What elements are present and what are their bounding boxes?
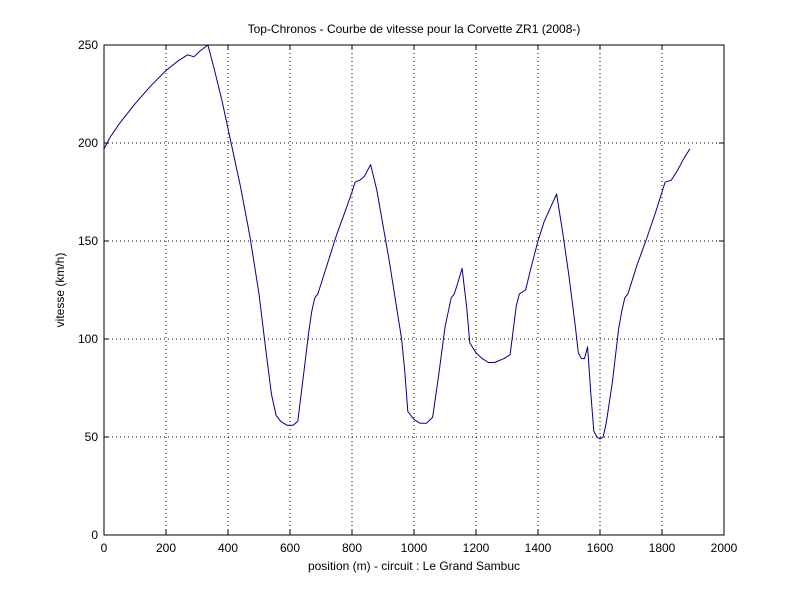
x-tick-labels: 0 200 400 600 800 1000 1200 1400 1600 1800 2000 — [101, 541, 738, 555]
x-tick-label: 600 — [280, 541, 300, 555]
x-tick-label: 1400 — [525, 541, 552, 555]
x-tick-label: 1600 — [587, 541, 614, 555]
grid-lines — [104, 45, 724, 535]
y-axis-label: vitesse (km/h) — [53, 253, 67, 328]
x-axis-label: position (m) - circuit : Le Grand Sambuc — [308, 559, 520, 573]
series-layer — [103, 44, 691, 440]
x-tick-label: 800 — [342, 541, 362, 555]
x-tick-label: 2000 — [711, 541, 738, 555]
y-tick-label: 150 — [78, 234, 98, 248]
y-tick-label: 200 — [78, 136, 98, 150]
y-tick-label: 250 — [78, 38, 98, 52]
x-tick-label: 1000 — [401, 541, 428, 555]
chart-title: Top-Chronos - Courbe de vitesse pour la … — [248, 22, 581, 36]
speed-line — [103, 44, 691, 440]
x-tick-label: 1200 — [463, 541, 490, 555]
y-tick-label: 50 — [85, 430, 99, 444]
x-tick-label: 200 — [156, 541, 176, 555]
y-tick-label: 100 — [78, 332, 98, 346]
y-tick-label: 0 — [91, 528, 98, 542]
x-tick-label: 0 — [101, 541, 108, 555]
x-tick-label: 1800 — [649, 541, 676, 555]
tick-marks — [103, 44, 725, 536]
x-tick-label: 400 — [218, 541, 238, 555]
y-tick-labels: 0 50 100 150 200 250 — [78, 38, 98, 542]
